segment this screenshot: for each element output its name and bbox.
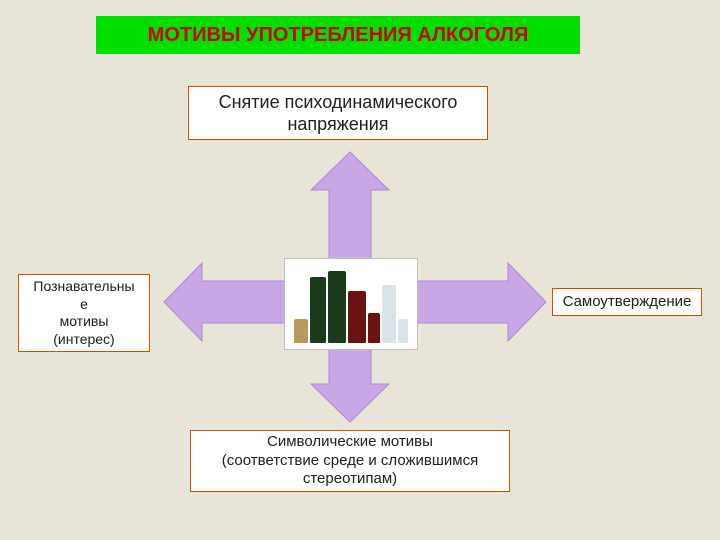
box-left-text: Познавательныемотивы(интерес): [33, 278, 134, 348]
arrow-up: [311, 152, 389, 272]
box-left: Познавательныемотивы(интерес): [18, 274, 150, 352]
box-top: Снятие психодинамическогонапряжения: [188, 86, 488, 140]
bottle-icon: [382, 285, 396, 343]
arrow-right: [400, 263, 546, 341]
page-title: МОТИВЫ УПОТРЕБЛЕНИЯ АЛКОГОЛЯ: [96, 16, 580, 54]
bottle-icon: [310, 277, 326, 343]
bottle-icon: [368, 313, 380, 343]
box-right: Самоутверждение: [552, 288, 702, 316]
page-title-text: МОТИВЫ УПОТРЕБЛЕНИЯ АЛКОГОЛЯ: [148, 24, 529, 47]
box-right-text: Самоутверждение: [563, 293, 692, 312]
bottle-icon: [328, 271, 346, 343]
box-bottom-text: Символические мотивы(соответствие среде …: [222, 433, 478, 489]
box-bottom: Символические мотивы(соответствие среде …: [190, 430, 510, 492]
arrow-left: [164, 263, 300, 341]
box-top-text: Снятие психодинамическогонапряжения: [219, 91, 458, 136]
bottle-icon: [348, 291, 366, 343]
center-image: [284, 258, 418, 350]
bottle-icon: [398, 319, 408, 343]
bottle-icon: [294, 319, 308, 343]
bottle-row: [293, 271, 409, 349]
